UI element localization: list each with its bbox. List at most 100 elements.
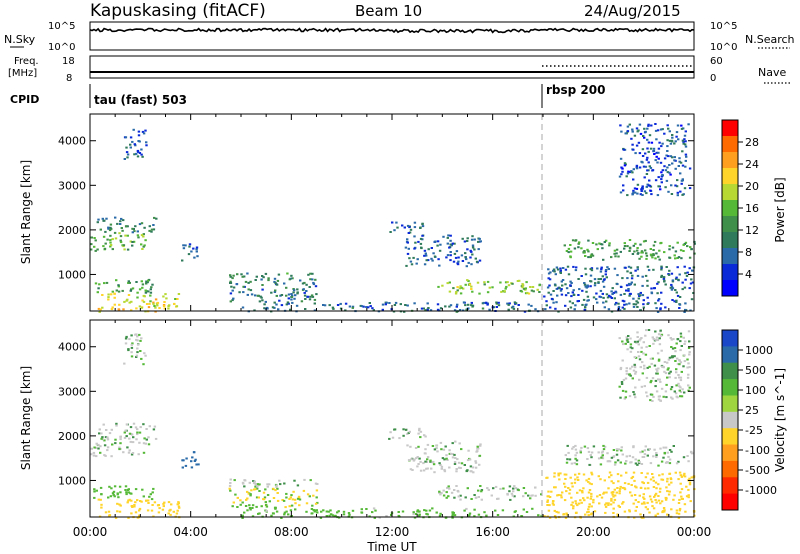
echo-cell bbox=[188, 243, 192, 246]
echo-cell bbox=[455, 305, 458, 308]
echo-cell bbox=[638, 257, 641, 260]
echo-cell bbox=[645, 158, 649, 161]
echo-cell bbox=[647, 161, 650, 164]
echo-cell bbox=[675, 301, 678, 303]
echo-cell bbox=[411, 469, 414, 471]
echo-cell bbox=[442, 448, 446, 451]
echo-cell bbox=[660, 349, 663, 352]
echo-cell bbox=[403, 226, 406, 229]
echo-cell bbox=[254, 294, 257, 297]
echo-cell bbox=[547, 291, 550, 294]
echo-cell bbox=[675, 135, 678, 138]
echo-cell bbox=[633, 340, 637, 343]
echo-cell bbox=[264, 300, 267, 303]
echo-cell bbox=[195, 246, 199, 249]
echo-cell bbox=[453, 496, 456, 499]
echo-cell bbox=[478, 259, 482, 262]
echo-cell bbox=[256, 483, 259, 486]
echo-cell bbox=[666, 145, 669, 148]
echo-cell bbox=[273, 301, 276, 304]
echo-cell bbox=[648, 511, 651, 514]
echo-cell bbox=[625, 455, 628, 458]
echo-cell bbox=[344, 309, 347, 312]
echo-cell bbox=[675, 299, 678, 302]
echo-cell bbox=[543, 295, 546, 298]
echo-cell bbox=[92, 454, 96, 457]
echo-cell bbox=[661, 128, 664, 131]
echo-cell bbox=[271, 512, 275, 515]
echo-cell bbox=[646, 284, 649, 287]
echo-cell bbox=[670, 450, 673, 453]
echo-cell bbox=[564, 516, 568, 519]
echo-cell bbox=[653, 287, 656, 290]
echo-cell bbox=[567, 251, 570, 254]
echo-cell bbox=[285, 286, 288, 289]
echo-cell bbox=[674, 184, 677, 187]
echo-cell bbox=[565, 287, 569, 290]
echo-cell bbox=[483, 511, 486, 514]
echo-cell bbox=[620, 446, 623, 449]
echo-cell bbox=[241, 275, 244, 278]
echo-cell bbox=[477, 513, 481, 516]
echo-cell bbox=[417, 510, 421, 513]
echo-cell bbox=[337, 510, 340, 513]
echo-cell bbox=[272, 497, 276, 499]
echo-cell bbox=[597, 281, 600, 284]
echo-cell bbox=[365, 306, 368, 308]
echo-cell bbox=[244, 280, 248, 283]
echo-cell bbox=[135, 338, 138, 341]
echo-cell bbox=[618, 487, 622, 490]
echo-cell bbox=[123, 158, 126, 160]
echo-cell bbox=[433, 255, 437, 258]
echo-cell bbox=[646, 366, 649, 369]
echo-cell bbox=[102, 245, 105, 248]
echo-cell bbox=[331, 306, 335, 309]
echo-cell bbox=[138, 288, 142, 291]
echo-cell bbox=[231, 289, 234, 292]
echo-cell bbox=[579, 451, 582, 454]
echo-cell bbox=[490, 494, 493, 497]
echo-cell bbox=[440, 467, 443, 470]
echo-cell bbox=[657, 298, 661, 300]
echo-cell bbox=[601, 247, 604, 250]
echo-cell bbox=[94, 249, 97, 252]
echo-cell bbox=[623, 245, 627, 247]
echo-cell bbox=[628, 171, 631, 174]
echo-cell bbox=[671, 136, 674, 139]
echo-cell bbox=[570, 295, 573, 298]
echo-cell bbox=[679, 391, 683, 393]
echo-cell bbox=[641, 148, 645, 151]
echo-cell bbox=[470, 285, 473, 288]
echo-cell bbox=[564, 294, 568, 297]
echo-cell bbox=[106, 238, 109, 241]
echo-cell bbox=[554, 273, 557, 276]
date-title: 24/Aug/2015 bbox=[584, 2, 681, 20]
echo-cell bbox=[663, 509, 666, 512]
echo-cell bbox=[634, 242, 637, 245]
echo-cell bbox=[429, 460, 432, 463]
echo-cell bbox=[228, 487, 231, 490]
echo-cell bbox=[680, 257, 683, 260]
echo-cell bbox=[623, 247, 626, 250]
echo-cell bbox=[644, 353, 648, 356]
echo-cell bbox=[672, 445, 675, 447]
echo-cell bbox=[626, 125, 630, 128]
echo-cell bbox=[488, 286, 491, 289]
echo-cell bbox=[512, 490, 515, 493]
echo-cell bbox=[113, 495, 116, 498]
echo-cell bbox=[690, 278, 693, 281]
echo-cell bbox=[427, 248, 430, 251]
echo-cell bbox=[554, 486, 557, 489]
echo-cell bbox=[448, 290, 452, 293]
echo-cell bbox=[413, 226, 417, 229]
echo-cell bbox=[661, 478, 665, 481]
colorbar-tick-label: 28 bbox=[745, 136, 759, 149]
echo-cell bbox=[119, 491, 122, 494]
echo-cell bbox=[509, 498, 512, 501]
echo-cell bbox=[606, 296, 610, 299]
echo-cell bbox=[511, 282, 514, 285]
echo-cell bbox=[428, 509, 432, 512]
echo-cell bbox=[568, 488, 572, 491]
echo-cell bbox=[571, 302, 574, 305]
echo-cell bbox=[410, 458, 413, 461]
